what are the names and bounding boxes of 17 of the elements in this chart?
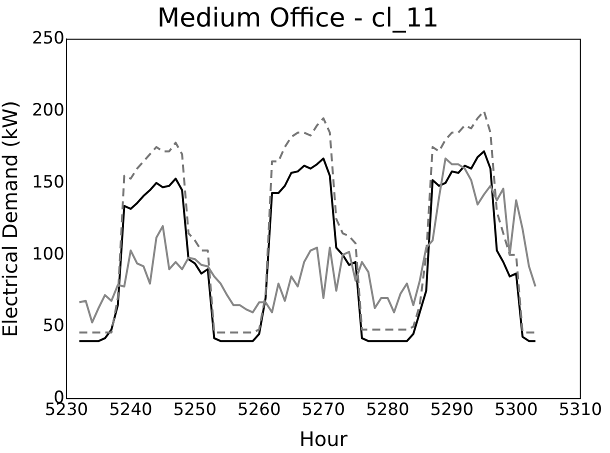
line-series	[78, 110, 536, 334]
x-tick-label: 5250	[173, 400, 217, 420]
x-axis-title: Hour	[299, 427, 348, 452]
x-tick-label: 5310	[558, 400, 602, 420]
y-tick-label: 100	[32, 244, 64, 264]
x-tick-label: 5290	[430, 400, 474, 420]
x-tick-label: 5240	[109, 400, 152, 420]
y-tick-label: 250	[32, 28, 64, 49]
y-tick-label: 200	[32, 100, 64, 120]
x-tick-label: 5260	[238, 400, 281, 420]
y-tick-label: 50	[42, 316, 64, 336]
y-axis-title: Electrical Demand (kW)	[0, 100, 22, 338]
x-tick-label: 5270	[302, 400, 346, 420]
x-tick-label: 5280	[366, 400, 410, 420]
y-tick-label: 150	[32, 172, 64, 192]
x-tick-label: 5300	[494, 400, 538, 420]
chart-title: Medium Office - cl_11	[157, 3, 439, 34]
